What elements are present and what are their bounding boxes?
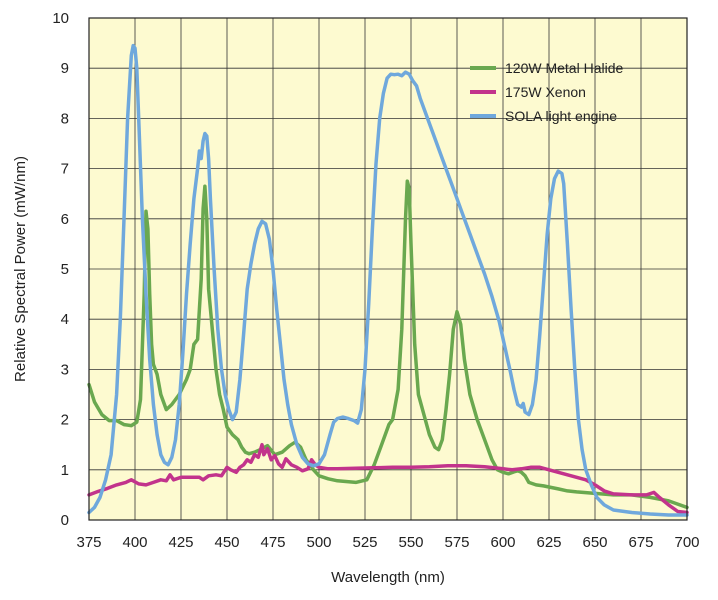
x-axis-title: Wavelength (nm) [331, 569, 445, 586]
y-tick-label: 3 [61, 361, 69, 378]
x-tick-label: 650 [582, 534, 607, 551]
series-line-1 [87, 442, 689, 515]
x-axis-ticks: 375 400 425 450 475 500 525 550 575 600 625 650 675 7… [76, 534, 699, 551]
series-line-0 [87, 179, 689, 510]
x-tick-label: 450 [214, 534, 239, 551]
x-tick-label: 575 [444, 534, 469, 551]
y-tick-label: 1 [61, 462, 69, 479]
legend-label-0: 120W Metal Halide [505, 60, 623, 76]
x-tick-label: 675 [628, 534, 653, 551]
x-tick-label: 500 [306, 534, 331, 551]
y-axis-ticks: 0 1 2 3 4 5 6 7 8 9 10 [52, 10, 69, 529]
series-layer [87, 43, 689, 517]
y-tick-label: 7 [61, 161, 69, 178]
y-axis-title: Relative Spectral Power (mW/nm) [12, 156, 29, 382]
x-tick-label: 425 [168, 534, 193, 551]
y-tick-label: 8 [61, 110, 69, 127]
y-tick-label: 6 [61, 211, 69, 228]
x-tick-label: 375 [76, 534, 101, 551]
y-tick-label: 2 [61, 412, 69, 429]
x-tick-label: 400 [122, 534, 147, 551]
y-tick-label: 5 [61, 261, 69, 278]
x-tick-label: 700 [674, 534, 699, 551]
y-tick-label: 10 [52, 10, 69, 27]
plot-frame [88, 17, 688, 521]
x-tick-label: 475 [260, 534, 285, 551]
legend-label-2: SOLA light engine [505, 108, 617, 124]
x-tick-label: 550 [398, 534, 423, 551]
x-tick-label: 525 [352, 534, 377, 551]
x-tick-label: 625 [536, 534, 561, 551]
legend: 120W Metal Halide 175W Xenon SOLA light en… [470, 60, 623, 124]
y-tick-label: 4 [61, 311, 69, 328]
y-tick-label: 9 [61, 60, 69, 77]
y-tick-label: 0 [61, 512, 69, 529]
legend-label-1: 175W Xenon [505, 84, 586, 100]
x-tick-label: 600 [490, 534, 515, 551]
series-line-2 [87, 43, 689, 517]
